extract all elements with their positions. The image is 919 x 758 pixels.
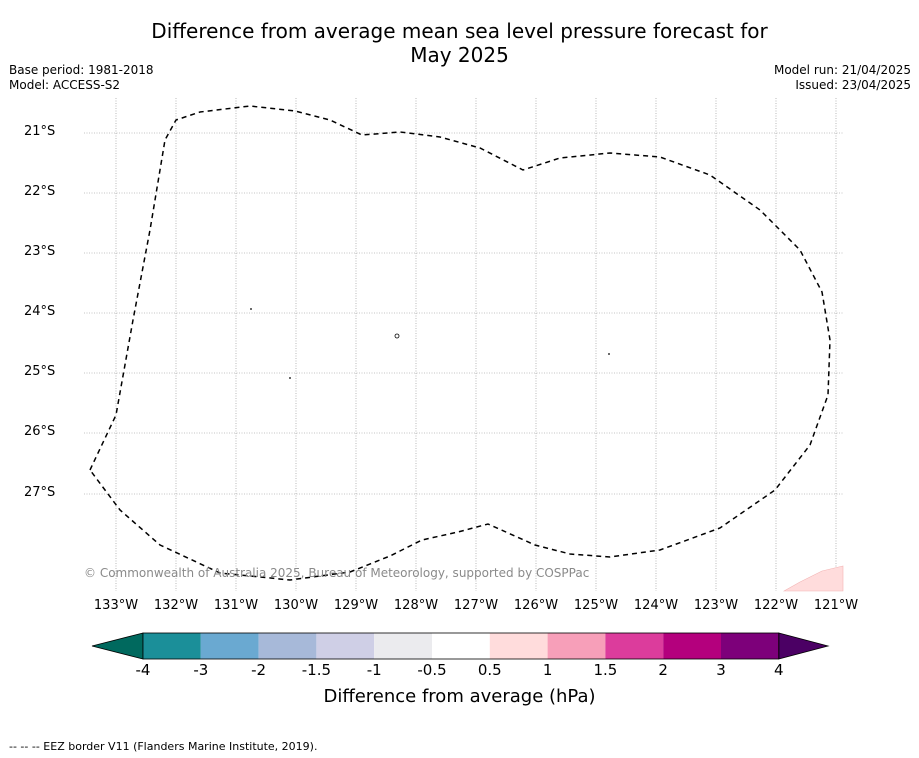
legend-footnote: -- -- -- EEZ border V11 (Flanders Marine… (9, 740, 318, 753)
colorbar-tick-label: -4 (135, 661, 151, 679)
colorbar-swatch (721, 633, 779, 659)
meta-left: Base period: 1981-2018 Model: ACCESS-S2 (9, 63, 154, 93)
longitude-label: 124°W (633, 598, 679, 613)
colorbar-swatch (258, 633, 317, 659)
longitude-label: 121°W (813, 598, 859, 613)
longitude-label: 132°W (153, 598, 199, 613)
longitude-label: 125°W (573, 598, 619, 613)
colorbar-swatch (316, 633, 375, 659)
copyright-notice: © Commonwealth of Australia 2025, Bureau… (84, 566, 590, 580)
colorbar-tick-label: -2 (251, 661, 267, 679)
colorbar-tick-label: 0.5 (477, 661, 502, 679)
latitude-label: 23°S (24, 244, 56, 259)
colorbar-tick-label: 4 (774, 661, 784, 679)
island-marker (250, 308, 252, 310)
longitude-label: 123°W (693, 598, 739, 613)
eez-border (89, 105, 831, 581)
colorbar-swatch (143, 633, 201, 659)
colorbar-tick-label: -3 (193, 661, 209, 679)
longitude-label: 133°W (93, 598, 139, 613)
map-title-line-1: Difference from average mean sea level p… (151, 19, 768, 43)
colorbar-swatch (432, 633, 490, 659)
base-period-text: Base period: 1981-2018 (9, 63, 154, 77)
latitude-label: 24°S (24, 304, 56, 319)
longitude-label: 122°W (753, 598, 799, 613)
issued-date-text: Issued: 23/04/2025 (795, 78, 911, 92)
colorbar-tick-label: -1 (366, 661, 382, 679)
colorbar (91, 632, 830, 660)
model-name-text: Model: ACCESS-S2 (9, 78, 121, 92)
colorbar-tick-label: 1.5 (593, 661, 618, 679)
model-run-text: Model run: 21/04/2025 (773, 63, 911, 77)
colorbar-tick-label: 3 (716, 661, 726, 679)
longitude-label: 130°W (273, 598, 319, 613)
longitude-label: 128°W (393, 598, 439, 613)
colorbar-extend-low (91, 632, 144, 660)
latitude-label: 25°S (24, 364, 56, 379)
colorbar-swatch (200, 633, 259, 659)
meta-right: Model run: 21/04/2025 Issued: 23/04/2025 (774, 63, 911, 93)
colorbar-swatch (489, 633, 548, 659)
colorbar-swatch (663, 633, 721, 659)
latitude-label: 26°S (24, 424, 56, 439)
longitude-label: 129°W (333, 598, 379, 613)
longitude-label: 127°W (453, 598, 499, 613)
colorbar-tick-label: -0.5 (417, 661, 447, 679)
graticule (84, 98, 843, 591)
latitude-label: 22°S (24, 184, 56, 199)
island-marker (394, 333, 400, 339)
colorbar-extend-high (778, 632, 830, 660)
map-title-line-2: May 2025 (410, 43, 509, 67)
colorbar-tick-label: 2 (658, 661, 668, 679)
island-marker (289, 377, 291, 379)
positive-anomaly-shading (782, 565, 844, 592)
latitude-label: 21°S (24, 124, 56, 139)
colorbar-swatch (605, 633, 664, 659)
colorbar-tick-label: -1.5 (301, 661, 332, 679)
longitude-label: 126°W (513, 598, 559, 613)
latitude-label: 27°S (24, 485, 56, 500)
colorbar-swatch (547, 633, 606, 659)
colorbar-swatch (374, 633, 432, 659)
colorbar-outline (142, 632, 780, 660)
longitude-label: 131°W (213, 598, 259, 613)
colorbar-label: Difference from average (hPa) (323, 686, 596, 707)
island-marker (608, 353, 610, 355)
colorbar-tick-label: 1 (542, 661, 553, 679)
